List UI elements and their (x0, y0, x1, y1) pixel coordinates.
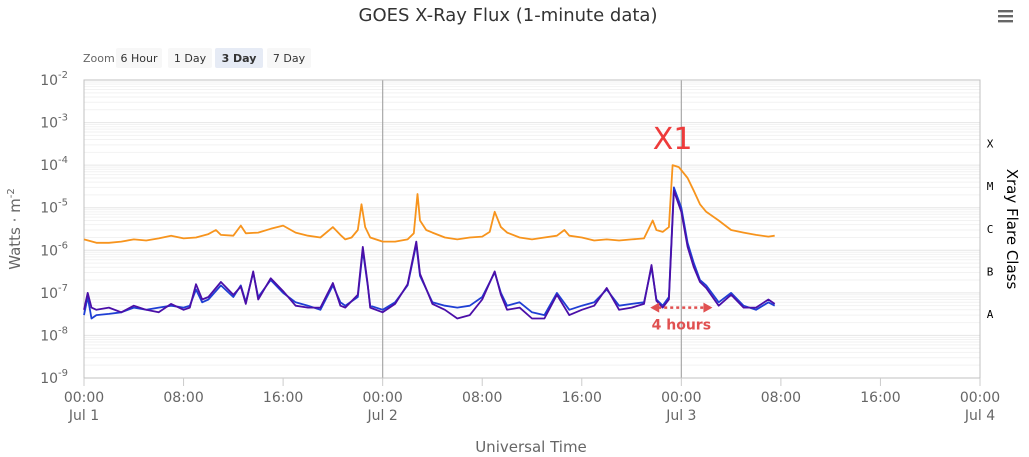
x-tick-time: 08:00 (163, 390, 203, 406)
plot-area-border (83, 79, 981, 379)
x-tick-time: 00:00 (64, 390, 104, 406)
flare-class-label: C (987, 223, 994, 236)
x-tick-date: Jul 4 (964, 408, 995, 424)
x-axis-ticks: 00:00 Jul 1 08:00 16:00 00:00 Jul 2 08:00 16:00… (64, 378, 1000, 424)
duration-arrow-head-right (703, 302, 713, 313)
y-tick-label: 10-9 (40, 368, 68, 387)
y-axis-ticks: 10-9 10-8 10-7 10-6 10-5 10-4 10-3 10-2 (40, 70, 68, 387)
flare-class-label: X (987, 138, 994, 151)
y-tick-label: 10-7 (40, 283, 68, 302)
y-tick-label: 10-2 (40, 70, 68, 89)
series-line-1 (83, 164, 775, 244)
x-tick-time: 08:00 (761, 390, 801, 406)
hamburger-menu-icon[interactable] (994, 8, 1016, 26)
series-group (83, 164, 776, 320)
x-tick-date: Jul 1 (68, 408, 99, 424)
zoom-button-1-day[interactable]: 1 Day (168, 48, 212, 68)
zoom-control: Zoom 6 Hour 1 Day 3 Day 7 Day (83, 48, 311, 68)
zoom-button-label: 6 Hour (121, 52, 158, 65)
duration-annotation: 4 hours (652, 318, 711, 334)
x-axis-title: Universal Time (475, 438, 587, 456)
y-tick-label: 10-8 (40, 325, 68, 344)
y-tick-label: 10-4 (40, 155, 68, 174)
duration-arrow-head-left (650, 302, 660, 313)
zoom-button-label: 3 Day (222, 52, 257, 65)
y-tick-label: 10-5 (40, 198, 68, 217)
y-axis-title: Watts · m-2 (6, 188, 24, 270)
flare-class-axis-title: Xray Flare Class (1003, 169, 1021, 290)
x-tick-time: 16:00 (562, 390, 602, 406)
flare-class-label: A (987, 308, 994, 321)
annotations: X1 4 hours (650, 122, 713, 334)
zoom-button-label: 7 Day (273, 52, 306, 65)
x-tick-time: 00:00 (362, 390, 402, 406)
x-tick-date: Jul 3 (665, 408, 696, 424)
zoom-button-7-day[interactable]: 7 Day (267, 48, 311, 68)
zoom-button-3-day[interactable]: 3 Day (215, 48, 263, 68)
y-tick-label: 10-3 (40, 113, 68, 132)
x-tick-time: 16:00 (263, 390, 303, 406)
x-tick-time: 08:00 (462, 390, 502, 406)
flare-class-label: M (987, 180, 994, 193)
flare-annotation: X1 (653, 122, 693, 157)
zoom-button-label: 1 Day (174, 52, 207, 65)
x-tick-date: Jul 2 (367, 408, 398, 424)
x-tick-time: 00:00 (960, 390, 1000, 406)
zoom-label: Zoom (83, 52, 115, 65)
y-tick-label: 10-6 (40, 240, 68, 259)
chart-title: GOES X-Ray Flux (1-minute data) (359, 5, 658, 26)
x-tick-time: 16:00 (860, 390, 900, 406)
plot-grid (84, 79, 980, 379)
x-tick-time: 00:00 (661, 390, 701, 406)
flare-class-axis: X M C B A (987, 138, 994, 321)
flare-class-label: B (987, 265, 994, 278)
zoom-button-6-hour[interactable]: 6 Hour (116, 48, 162, 68)
series-line-3 (83, 189, 776, 320)
